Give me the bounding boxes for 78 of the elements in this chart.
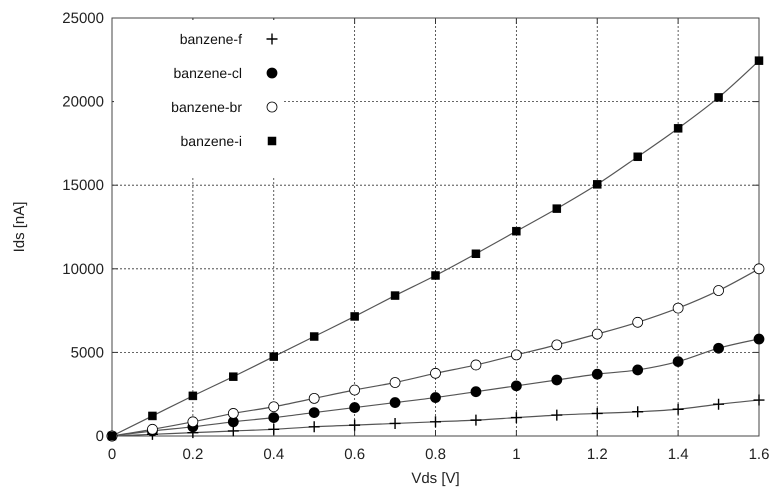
point [270, 352, 278, 361]
y-tick-label: 25000 [62, 10, 104, 27]
point [390, 418, 401, 429]
point [754, 263, 764, 274]
point [510, 380, 522, 392]
point [430, 368, 441, 379]
point [148, 412, 157, 420]
y-tick-label: 20000 [62, 94, 104, 111]
point [672, 356, 684, 367]
point [310, 332, 318, 341]
point [349, 402, 360, 413]
point [390, 397, 400, 408]
point [308, 392, 320, 404]
point [512, 226, 521, 236]
point [592, 408, 603, 419]
point [552, 204, 562, 213]
point [308, 421, 320, 432]
point [430, 392, 441, 403]
point [551, 374, 562, 386]
y-axis-title: Ids [nA] [11, 202, 28, 252]
x-tick-label: 0 [108, 446, 116, 463]
point [551, 339, 562, 350]
point [308, 407, 320, 418]
point [470, 386, 482, 398]
point [713, 342, 724, 354]
point [713, 398, 724, 410]
point [592, 328, 603, 340]
x-tick-label: 1.2 [586, 446, 608, 463]
point [593, 180, 602, 189]
point [268, 412, 280, 424]
x-tick-label: 0.8 [425, 446, 446, 463]
legend-label: banzene-br [171, 99, 242, 115]
point [349, 420, 360, 431]
point [268, 401, 280, 412]
point [674, 124, 682, 133]
point [431, 271, 440, 280]
point [470, 414, 482, 426]
y-tick-label: 0 [96, 428, 104, 445]
point [672, 404, 684, 415]
point [713, 285, 724, 296]
point [510, 350, 522, 360]
y-tick-label: 5000 [70, 344, 104, 362]
x-tick-label: 0.4 [263, 446, 284, 463]
point [470, 360, 482, 370]
x-tick-label: 1.6 [748, 446, 770, 463]
point [714, 93, 723, 102]
point [510, 412, 522, 424]
point [672, 302, 684, 314]
point [228, 408, 239, 419]
point [350, 312, 359, 321]
y-tick-label: 10000 [62, 260, 104, 278]
point [187, 416, 198, 428]
x-tick-label: 0.6 [344, 446, 366, 463]
legend-label: banzene-cl [174, 65, 242, 81]
point [229, 372, 238, 381]
point [188, 392, 198, 400]
x-tick-label: 0.2 [182, 446, 204, 463]
x-tick-label: 1 [512, 446, 521, 463]
legend-label: banzene-i [180, 133, 242, 149]
point [430, 416, 441, 428]
point [349, 384, 360, 396]
point [632, 316, 644, 328]
point [390, 377, 400, 388]
y-tick-label: 15000 [62, 177, 104, 194]
point [592, 368, 603, 380]
point [632, 364, 644, 376]
point [754, 334, 764, 344]
point [551, 410, 562, 421]
x-tick-label: 1.4 [668, 446, 689, 463]
legend-label: banzene-f [180, 31, 242, 47]
point [754, 394, 764, 406]
x-axis-title: Vds [V] [411, 470, 460, 487]
point [632, 406, 644, 418]
point [268, 424, 280, 435]
point [390, 291, 400, 300]
point [472, 250, 480, 258]
point [633, 152, 642, 162]
point [754, 56, 764, 65]
